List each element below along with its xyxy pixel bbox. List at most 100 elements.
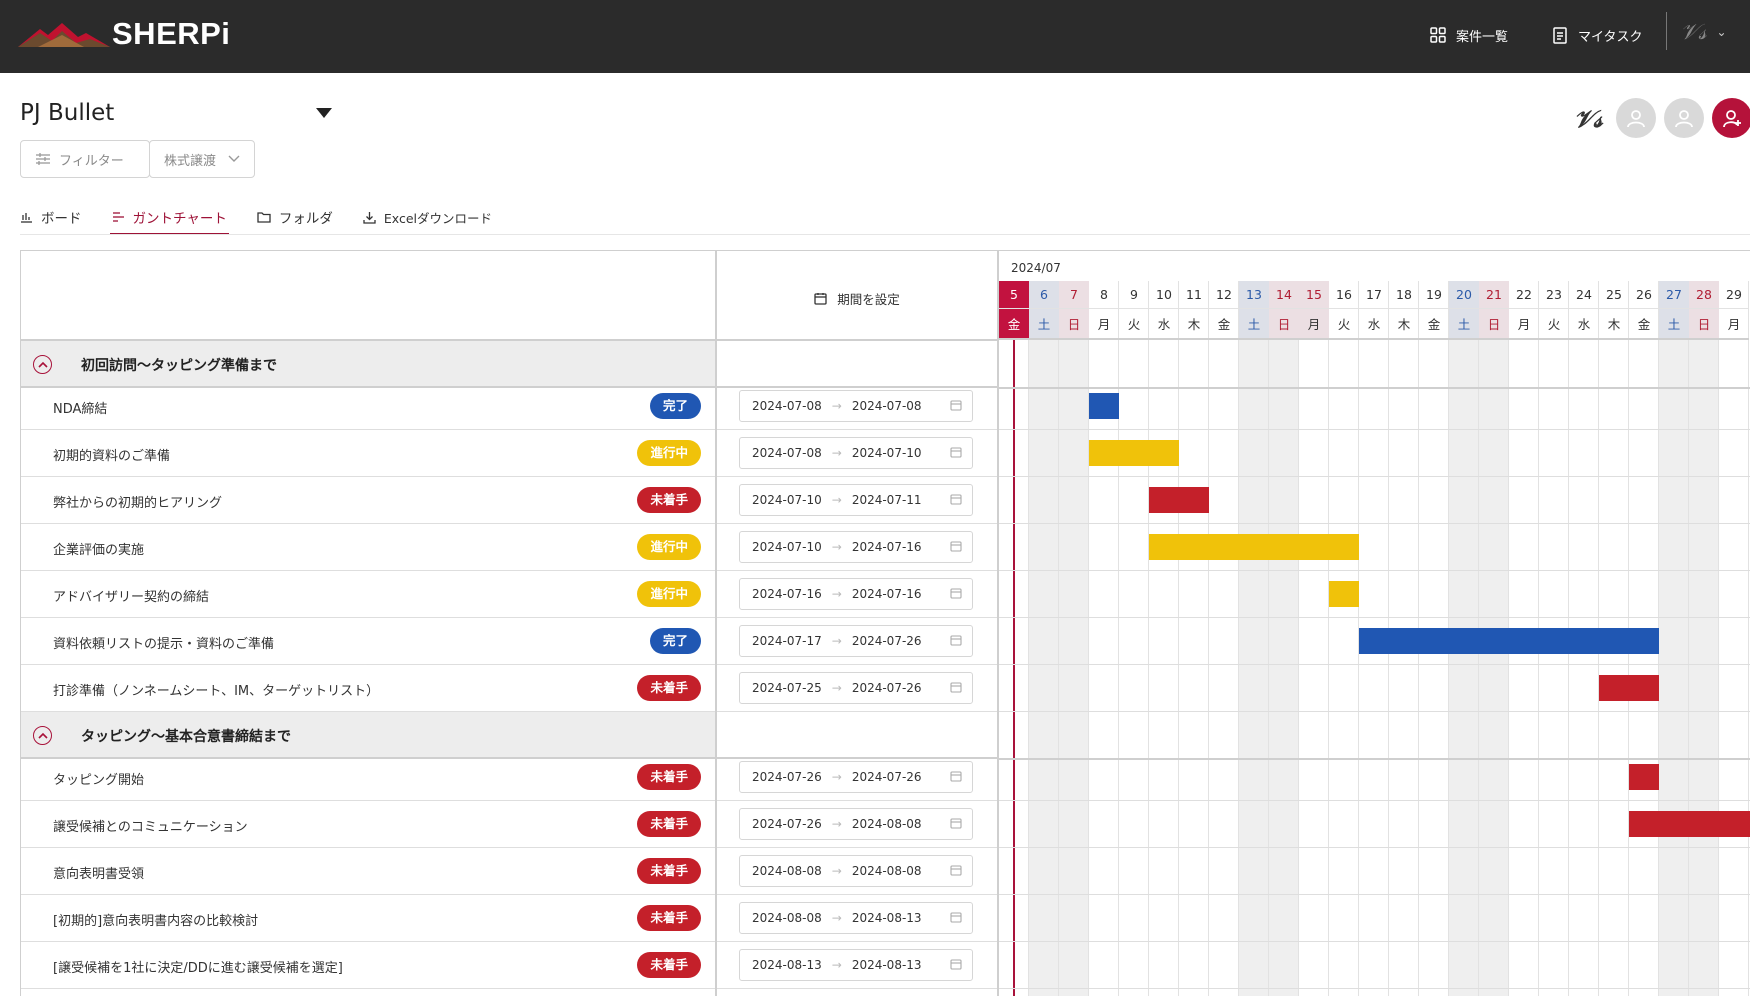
- calendar-icon: [950, 771, 962, 782]
- member-avatar[interactable]: [1664, 98, 1704, 138]
- date-range-picker[interactable]: 2024-07-16 → 2024-07-16: [739, 578, 973, 610]
- status-badge[interactable]: 未着手: [637, 764, 701, 790]
- status-badge[interactable]: 未着手: [637, 487, 701, 513]
- collapse-group-icon[interactable]: [33, 355, 52, 374]
- category-select[interactable]: 株式譲渡: [149, 140, 255, 178]
- task-row[interactable]: 打診準備（ノンネームシート、IM、ターゲットリスト） 未着手: [21, 665, 715, 712]
- task-date-cell: 2024-07-08 → 2024-07-10: [717, 430, 997, 477]
- gantt-task-bar[interactable]: [1329, 581, 1359, 607]
- gantt-weekday: 水: [1359, 309, 1389, 340]
- download-icon: [363, 211, 376, 224]
- task-row[interactable]: 企業評価の実施 進行中: [21, 524, 715, 571]
- gantt-row-divider: [999, 476, 1750, 477]
- task-name[interactable]: 弊社からの初期的ヒアリング: [53, 496, 223, 511]
- status-badge[interactable]: 未着手: [637, 905, 701, 931]
- gantt-day-number: 10: [1149, 281, 1179, 309]
- end-date: 2024-07-16: [851, 587, 922, 601]
- nav-mytask[interactable]: マイタスク: [1552, 20, 1642, 50]
- status-badge[interactable]: 未着手: [637, 675, 701, 701]
- tab-board[interactable]: ボード: [20, 200, 82, 234]
- task-name[interactable]: 譲受候補とのコミュニケーション: [53, 820, 248, 835]
- date-range-picker[interactable]: 2024-07-10 → 2024-07-16: [739, 531, 973, 563]
- task-row[interactable]: 意向表明書受領 未着手: [21, 848, 715, 895]
- gantt-day-column: 27 土: [1659, 281, 1689, 996]
- status-badge[interactable]: 完了: [649, 628, 701, 654]
- user-menu[interactable]: 𝒱𝓈 ⌄: [1680, 16, 1740, 48]
- status-badge[interactable]: 未着手: [637, 858, 701, 884]
- task-name[interactable]: NDA締結: [53, 402, 108, 417]
- member-avatar-signature[interactable]: 𝒱𝓈: [1573, 103, 1603, 133]
- task-name[interactable]: 初期的資料のご準備: [53, 449, 171, 464]
- task-name[interactable]: アドバイザリー契約の締結: [53, 590, 210, 605]
- task-name[interactable]: 意向表明書受領: [53, 867, 145, 882]
- set-period-button[interactable]: 期間を設定: [717, 289, 997, 308]
- task-row[interactable]: 弊社からの初期的ヒアリング 未着手: [21, 477, 715, 524]
- tab-folder[interactable]: フォルダ: [257, 200, 333, 234]
- task-name[interactable]: [初期的]意向表明書内容の比較検討: [53, 914, 259, 929]
- group-row: 初回訪問～タッピング準備まで: [21, 341, 715, 388]
- task-row[interactable]: [初期的]意向表明書内容の比較検討 未着手: [21, 895, 715, 942]
- gantt-weekday: 木: [1389, 309, 1419, 340]
- task-row[interactable]: 初期的資料のご準備 進行中: [21, 430, 715, 477]
- gantt-row-divider: [999, 617, 1750, 618]
- member-avatar[interactable]: [1616, 98, 1656, 138]
- filter-button[interactable]: フィルター: [20, 140, 150, 178]
- gantt-task-bar[interactable]: [1629, 811, 1750, 837]
- gantt-weekday: 日: [1269, 309, 1299, 340]
- task-row[interactable]: NDA締結 完了: [21, 383, 715, 430]
- gantt-weekday: 金: [999, 309, 1029, 340]
- nav-projects-label: 案件一覧: [1456, 29, 1509, 45]
- status-badge[interactable]: 進行中: [637, 534, 701, 560]
- date-range-picker[interactable]: 2024-07-26 → 2024-08-08: [739, 808, 973, 840]
- date-range-picker[interactable]: 2024-07-26 → 2024-07-26: [739, 761, 973, 793]
- gantt-day-number: 24: [1569, 281, 1599, 309]
- tab-gantt[interactable]: ガントチャート: [109, 200, 230, 235]
- date-range-picker[interactable]: 2024-07-17 → 2024-07-26: [739, 625, 973, 657]
- gantt-task-bar[interactable]: [1359, 628, 1659, 654]
- gantt-task-bar[interactable]: [1149, 534, 1359, 560]
- chevron-down-icon: ⌄: [1716, 25, 1727, 39]
- status-badge[interactable]: 進行中: [637, 440, 701, 466]
- task-name[interactable]: 企業評価の実施: [53, 543, 145, 558]
- project-dropdown-caret-icon[interactable]: [316, 108, 332, 118]
- nav-projects[interactable]: 案件一覧: [1430, 20, 1508, 50]
- task-name[interactable]: 資料依頼リストの提示・資料のご準備: [53, 637, 275, 652]
- task-date-cell: 2024-07-16 → 2024-07-16: [717, 571, 997, 618]
- task-row[interactable]: タッピング開始 未着手: [21, 754, 715, 801]
- date-range-picker[interactable]: 2024-08-13 → 2024-08-13: [739, 949, 973, 981]
- status-badge[interactable]: 完了: [649, 393, 701, 419]
- task-row[interactable]: [譲受候補を1社に決定/DDに進む譲受候補を選定] 未着手: [21, 942, 715, 989]
- end-date: 2024-07-10: [851, 446, 922, 460]
- date-arrow: →: [831, 864, 842, 878]
- collapse-group-icon[interactable]: [33, 726, 52, 745]
- date-header: 期間を設定: [717, 251, 997, 341]
- tab-excel-download[interactable]: Excelダウンロード: [363, 200, 492, 234]
- tab-folder-label: フォルダ: [278, 211, 333, 227]
- date-range-picker[interactable]: 2024-08-08 → 2024-08-08: [739, 855, 973, 887]
- date-range-picker[interactable]: 2024-07-08 → 2024-07-10: [739, 437, 973, 469]
- today-marker-line: [1013, 340, 1015, 996]
- add-member-button[interactable]: [1712, 98, 1750, 138]
- task-row[interactable]: アドバイザリー契約の締結 進行中: [21, 571, 715, 618]
- date-range-picker[interactable]: 2024-07-25 → 2024-07-26: [739, 672, 973, 704]
- task-date-cell: 2024-07-10 → 2024-07-16: [717, 524, 997, 571]
- group-date-cell: [717, 712, 997, 759]
- status-badge[interactable]: 未着手: [637, 952, 701, 978]
- task-name[interactable]: 打診準備（ノンネームシート、IM、ターゲットリスト）: [53, 684, 380, 699]
- status-badge[interactable]: 進行中: [637, 581, 701, 607]
- date-range-picker[interactable]: 2024-07-08 → 2024-07-08: [739, 390, 973, 422]
- gantt-task-bar[interactable]: [1089, 440, 1179, 466]
- gantt-day-number: 12: [1209, 281, 1239, 309]
- gantt-task-bar[interactable]: [1599, 675, 1659, 701]
- task-name[interactable]: タッピング開始: [53, 773, 145, 788]
- task-row[interactable]: 譲受候補とのコミュニケーション 未着手: [21, 801, 715, 848]
- sherpi-logo[interactable]: SHERPi: [18, 14, 230, 54]
- gantt-task-bar[interactable]: [1629, 764, 1659, 790]
- status-badge[interactable]: 未着手: [637, 811, 701, 837]
- date-range-picker[interactable]: 2024-07-10 → 2024-07-11: [739, 484, 973, 516]
- task-row[interactable]: 資料依頼リストの提示・資料のご準備 完了: [21, 618, 715, 665]
- date-range-picker[interactable]: 2024-08-08 → 2024-08-13: [739, 902, 973, 934]
- gantt-task-bar[interactable]: [1149, 487, 1209, 513]
- gantt-task-bar[interactable]: [1089, 393, 1119, 419]
- task-name[interactable]: [譲受候補を1社に決定/DDに進む譲受候補を選定]: [53, 961, 343, 976]
